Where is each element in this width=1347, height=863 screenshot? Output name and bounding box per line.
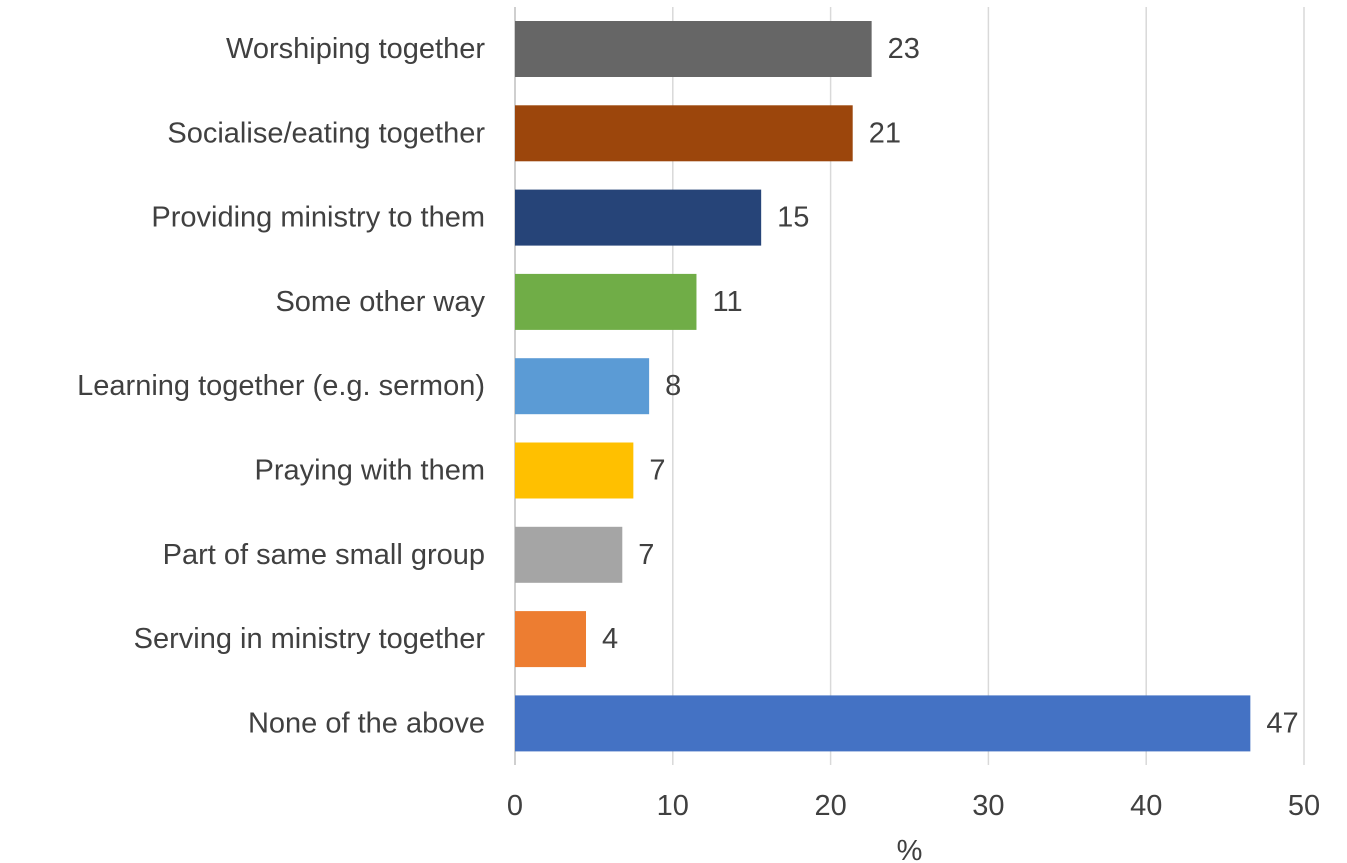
category-label: Some other way <box>275 286 485 318</box>
bar <box>515 611 587 668</box>
bar <box>515 442 634 499</box>
x-tick-label: 20 <box>814 790 846 822</box>
bars <box>515 21 1251 752</box>
category-label: Praying with them <box>255 455 486 487</box>
category-label: None of the above <box>248 707 485 739</box>
x-tick-label: 30 <box>972 790 1004 822</box>
x-tick-label: 0 <box>507 790 523 822</box>
category-labels: Worshiping together Socialise/eating toge… <box>77 33 485 739</box>
bar <box>515 105 853 162</box>
category-label: Providing ministry to them <box>151 202 485 234</box>
data-label: 47 <box>1266 707 1298 739</box>
category-label: Part of same small group <box>163 539 485 571</box>
x-tick-label: 40 <box>1130 790 1162 822</box>
data-label: 4 <box>602 623 618 655</box>
data-label: 8 <box>665 370 681 402</box>
bar <box>515 695 1251 752</box>
bar <box>515 358 650 415</box>
data-label: 15 <box>777 202 809 234</box>
data-label: 11 <box>712 286 742 318</box>
x-axis-tick-labels: 0 10 20 30 40 50 <box>507 790 1320 822</box>
category-label: Worshiping together <box>226 33 485 65</box>
category-label: Socialise/eating together <box>167 117 485 149</box>
category-label: Learning together (e.g. sermon) <box>77 370 485 402</box>
x-tick-label: 50 <box>1288 790 1320 822</box>
bar <box>515 273 697 330</box>
data-label: 23 <box>888 33 920 65</box>
category-label: Serving in ministry together <box>134 623 486 655</box>
bar <box>515 189 762 246</box>
x-axis-title: % <box>897 835 923 863</box>
x-tick-label: 10 <box>657 790 689 822</box>
data-label: 7 <box>638 539 654 571</box>
data-labels: 23 21 15 11 8 7 7 4 47 <box>602 33 1299 739</box>
data-label: 21 <box>869 117 901 149</box>
data-label: 7 <box>649 455 665 487</box>
bar <box>515 21 872 77</box>
bar <box>515 526 623 583</box>
